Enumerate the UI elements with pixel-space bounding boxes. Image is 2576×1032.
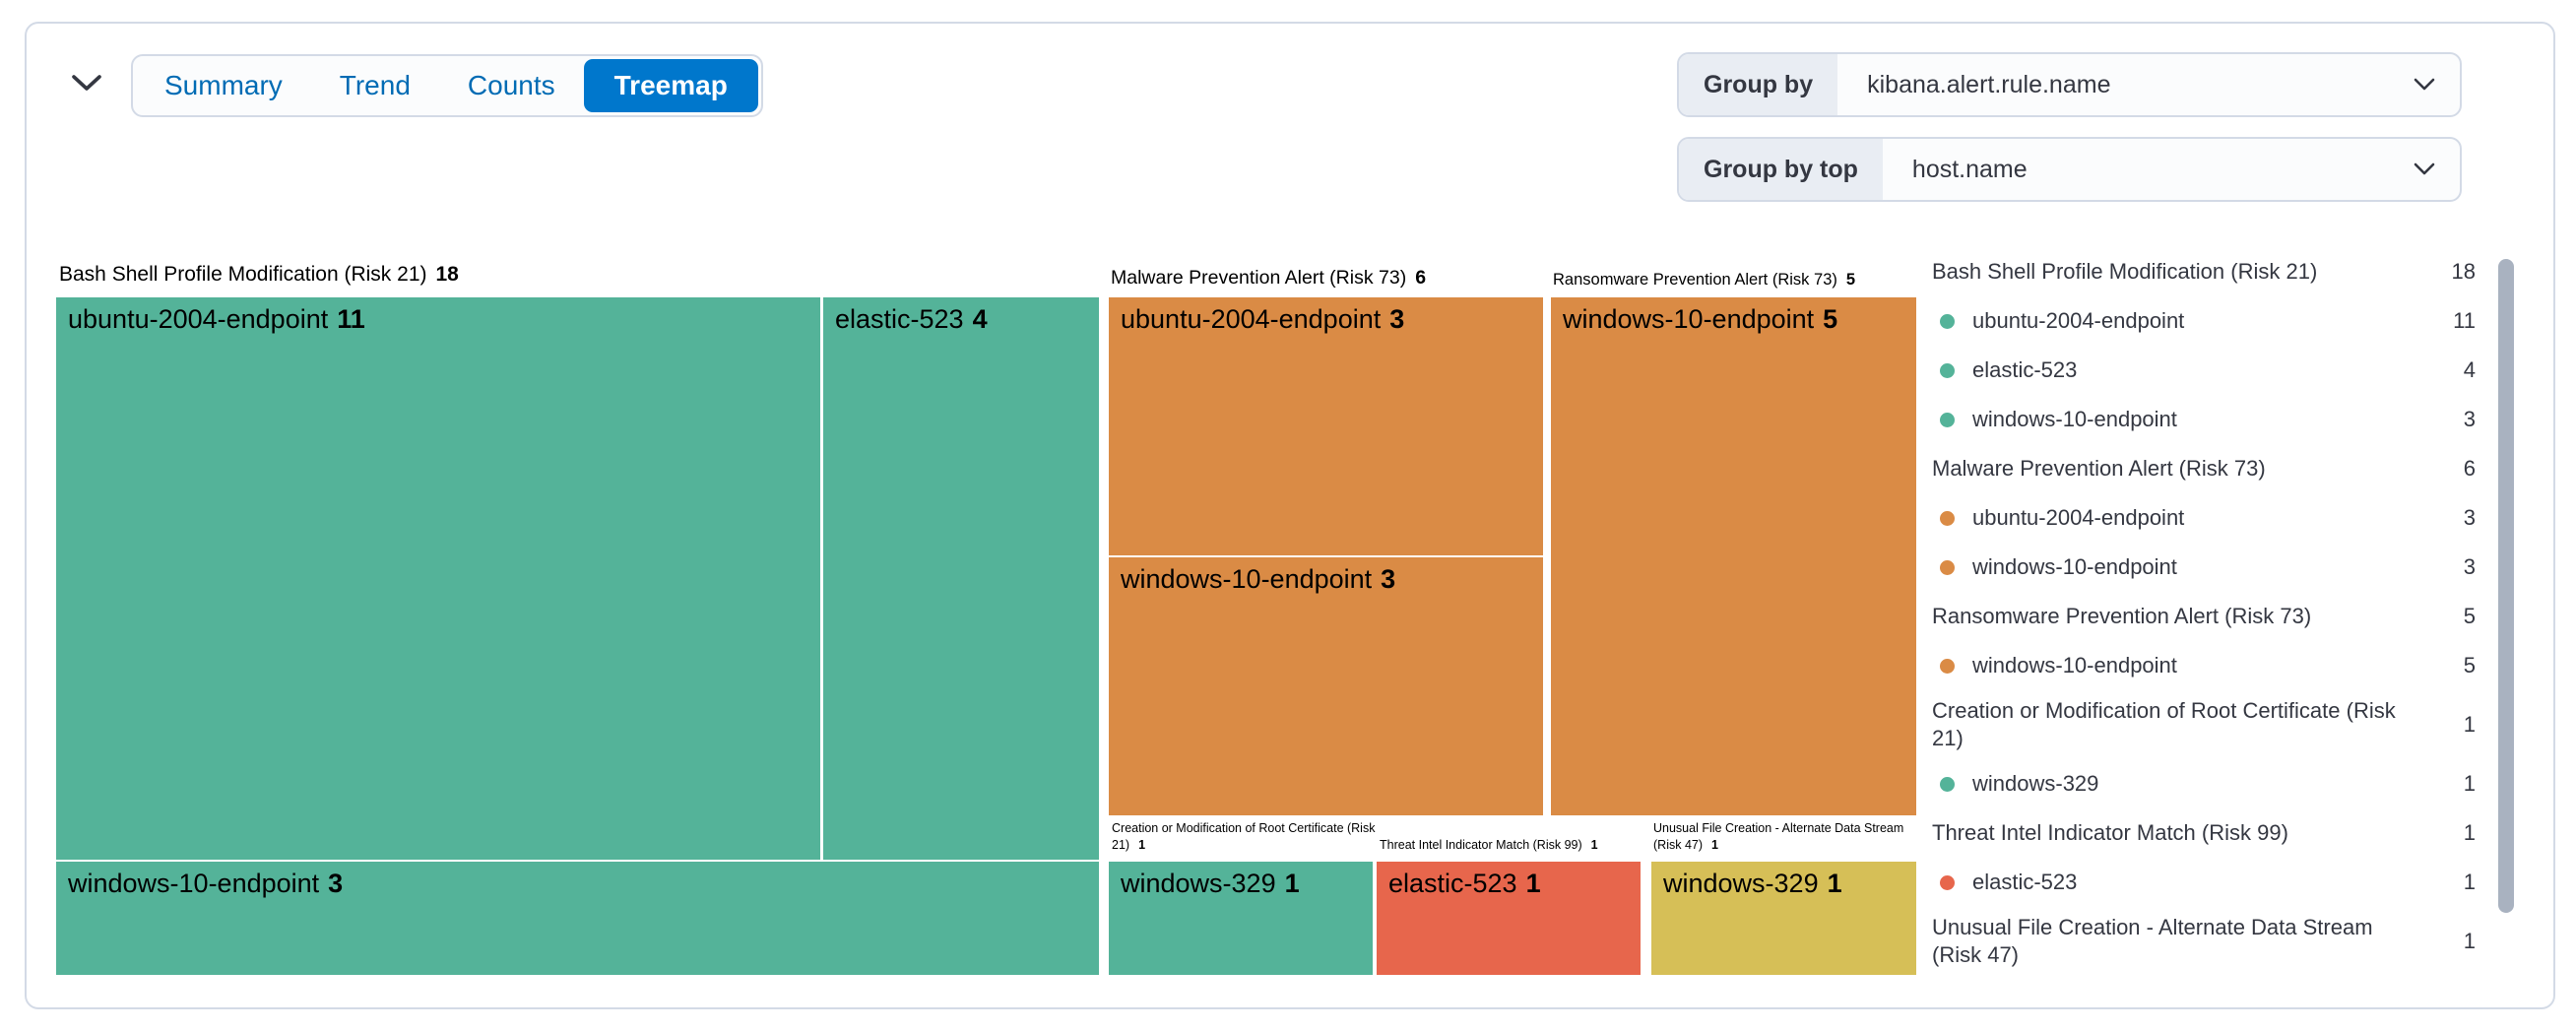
treemap-cell[interactable]: ubuntu-2004-endpoint 3	[1109, 297, 1543, 555]
treemap-group-header: Threat Intel Indicator Match (Risk 99) 1	[1380, 838, 1598, 852]
legend-scrollbar-thumb[interactable]	[2498, 259, 2514, 913]
legend-color-dot	[1940, 776, 1955, 792]
chart-legend: Bash Shell Profile Modification (Risk 21…	[1932, 247, 2476, 976]
treemap-cell[interactable]: windows-329 1	[1109, 862, 1373, 975]
legend-item[interactable]: Threat Intel Indicator Match (Risk 99) 1	[1932, 820, 2476, 845]
legend-item[interactable]: windows-10-endpoint 3	[1932, 543, 2476, 592]
treemap-cell[interactable]: windows-10-endpoint 3	[56, 862, 1099, 975]
legend-item[interactable]: Bash Shell Profile Modification (Risk 21…	[1932, 259, 2476, 284]
legend-item[interactable]: windows-10-endpoint 3	[1932, 395, 2476, 444]
legend-item[interactable]: elastic-523 1	[1932, 858, 2476, 907]
treemap-cell[interactable]: windows-329 1	[1651, 862, 1916, 975]
treemap-group-header: Ransomware Prevention Alert (Risk 73) 5	[1553, 271, 1856, 289]
legend-item[interactable]: elastic-523 4	[1932, 346, 2476, 395]
chevron-down-icon	[70, 72, 103, 94]
legend-item[interactable]: ubuntu-2004-endpoint 3	[1932, 493, 2476, 543]
legend-color-dot	[1940, 658, 1955, 674]
tab-counts[interactable]: Counts	[439, 59, 584, 112]
treemap-cell[interactable]: ubuntu-2004-endpoint 11	[56, 297, 820, 860]
chart-view-button-group: Summary Trend Counts Treemap	[131, 54, 763, 117]
legend-color-dot	[1940, 313, 1955, 329]
legend-item[interactable]: windows-10-endpoint 5	[1932, 641, 2476, 690]
treemap-group-header: Malware Prevention Alert (Risk 73) 6	[1111, 267, 1427, 289]
collapse-panel-button[interactable]	[61, 59, 112, 106]
treemap-cell[interactable]: elastic-523 1	[1377, 862, 1641, 975]
chevron-down-icon	[2413, 139, 2460, 200]
group-by-select[interactable]: Group by kibana.alert.rule.name	[1677, 52, 2462, 117]
chevron-down-icon	[2413, 54, 2460, 115]
treemap-group-header: Unusual File Creation - Alternate Data S…	[1653, 821, 1904, 852]
treemap-group-header: Creation or Modification of Root Certifi…	[1112, 821, 1376, 852]
treemap-group-header: Bash Shell Profile Modification (Risk 21…	[59, 263, 459, 286]
legend-color-dot	[1940, 510, 1955, 526]
legend-item[interactable]: Creation or Modification of Root Certifi…	[1932, 698, 2476, 750]
legend-item[interactable]: Ransomware Prevention Alert (Risk 73) 5	[1932, 604, 2476, 628]
group-by-value[interactable]: kibana.alert.rule.name	[1867, 70, 2111, 98]
legend-item[interactable]: Malware Prevention Alert (Risk 73) 6	[1932, 456, 2476, 481]
group-by-label: Group by	[1679, 54, 1838, 115]
tab-summary[interactable]: Summary	[136, 59, 311, 112]
tab-trend[interactable]: Trend	[311, 59, 439, 112]
group-by-top-label: Group by top	[1679, 139, 1883, 200]
treemap-cell[interactable]: windows-10-endpoint 5	[1551, 297, 1916, 815]
tab-treemap[interactable]: Treemap	[583, 59, 758, 112]
alerts-treemap-chart: Bash Shell Profile Modification (Risk 21…	[56, 251, 1916, 975]
treemap-cell[interactable]: windows-10-endpoint 3	[1109, 557, 1543, 815]
legend-color-dot	[1940, 874, 1955, 890]
legend-item[interactable]: Unusual File Creation - Alternate Data S…	[1932, 915, 2476, 967]
legend-color-dot	[1940, 362, 1955, 378]
legend-item[interactable]: ubuntu-2004-endpoint 11	[1932, 296, 2476, 346]
group-by-top-value[interactable]: host.name	[1911, 155, 2028, 183]
treemap-cell[interactable]: elastic-523 4	[823, 297, 1099, 860]
legend-color-dot	[1940, 559, 1955, 575]
legend-item[interactable]: windows-329 1	[1932, 759, 2476, 808]
group-by-top-select[interactable]: Group by top host.name	[1677, 137, 2462, 202]
legend-color-dot	[1940, 412, 1955, 427]
